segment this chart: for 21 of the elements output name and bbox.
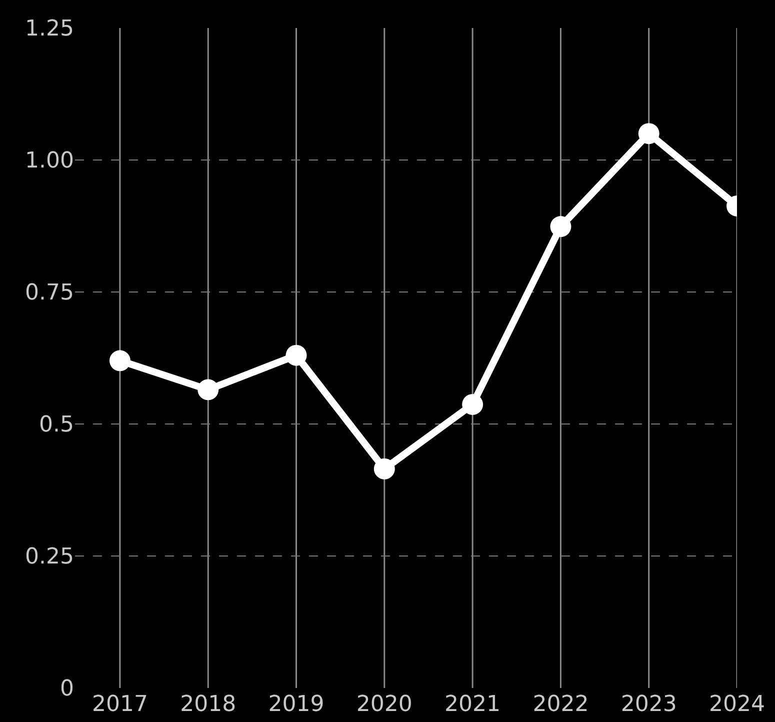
y-tick-label: 0.25: [25, 544, 74, 570]
x-tick-label: 2020: [356, 692, 412, 717]
x-tick-label: 2024: [709, 692, 765, 717]
x-tick-label: 2019: [268, 692, 324, 717]
y-tick-label: 0.5: [39, 412, 74, 438]
point: [198, 379, 219, 400]
x-tick-label: 2021: [444, 692, 501, 717]
y-tick-label: 1.00: [25, 148, 74, 174]
point: [374, 458, 395, 480]
point: [109, 350, 130, 372]
x-tick-label: 2023: [620, 692, 677, 717]
y-tick-label: 1.25: [25, 16, 74, 42]
x-tick-label: 2022: [532, 692, 589, 717]
point: [550, 216, 572, 238]
x-tick-label: 2017: [92, 692, 148, 717]
point: [462, 394, 484, 415]
y-tick-label: 0: [60, 676, 74, 702]
y-tick-label: 0.75: [25, 280, 74, 306]
point: [638, 123, 660, 144]
point: [286, 344, 307, 366]
x-tick-label: 2018: [180, 692, 236, 717]
